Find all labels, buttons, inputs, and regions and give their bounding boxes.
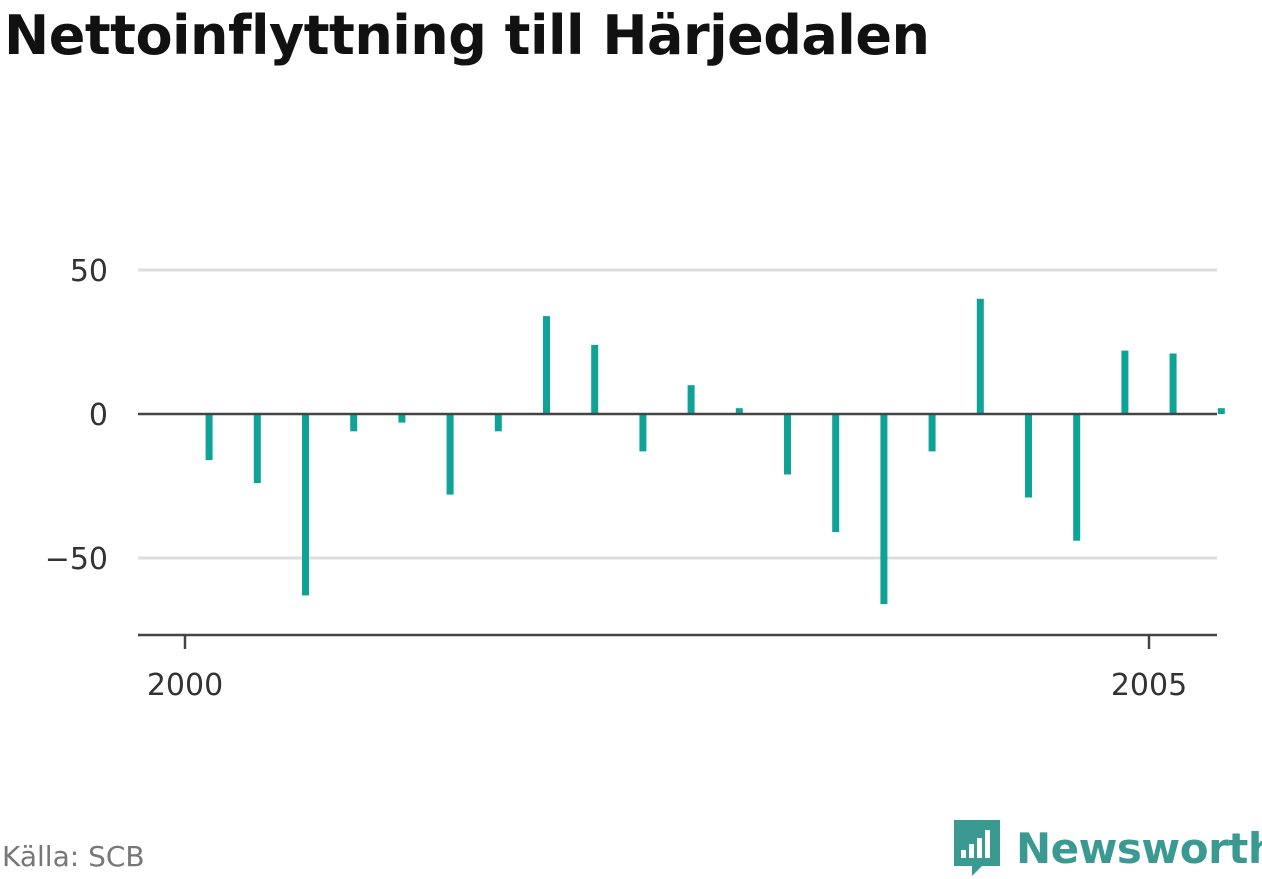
tick-labels: −50050200020052010201520202025 [45,254,1187,703]
bar [1217,408,1225,414]
bar [832,414,840,533]
bar [253,414,261,484]
grid-lines [138,268,1217,560]
bar [591,344,599,414]
bar [784,414,791,475]
bar [302,414,309,596]
bar [639,414,647,452]
bar [446,414,454,495]
bar [398,414,406,423]
bar [350,414,358,432]
bar [687,385,695,414]
bar [1169,353,1177,414]
bar [205,414,213,461]
bar [928,414,936,452]
y-tick-label: 50 [70,254,108,289]
x-tick-label: 2005 [1111,668,1187,703]
y-tick-label: −50 [45,542,108,577]
bar [880,414,888,605]
bar [735,408,743,414]
bar [976,298,984,414]
x-tick-label: 2000 [147,668,223,703]
bars [205,298,1225,605]
brand-name: Newsworthy [1016,823,1262,873]
bar [1025,414,1032,498]
bar [1121,350,1129,414]
y-tick-label: 0 [89,398,108,433]
bar [494,414,502,432]
axes [138,412,1217,649]
source-note: Källa: SCB [2,840,145,873]
newsworthy-logo-icon [954,820,1000,876]
brand-logo: Newsworthy [950,818,1262,878]
bar [1073,414,1081,541]
page-title: Nettoinflyttning till Härjedalen [4,4,930,67]
bar [543,316,550,414]
